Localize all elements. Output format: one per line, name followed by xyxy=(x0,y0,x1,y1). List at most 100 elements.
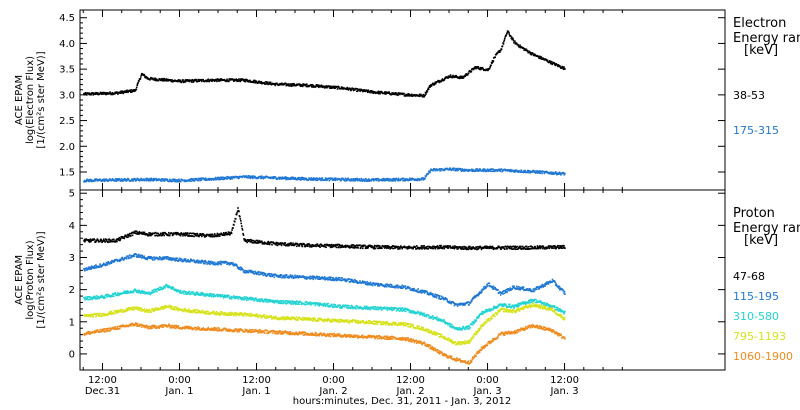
electron-point xyxy=(346,87,349,90)
proton-point xyxy=(181,233,184,235)
proton-point xyxy=(507,289,509,291)
electron-point xyxy=(372,178,375,180)
electron-point xyxy=(520,171,522,173)
electron-point xyxy=(260,82,262,84)
proton-point xyxy=(470,248,473,250)
proton-point xyxy=(428,245,430,248)
proton-point xyxy=(483,247,485,249)
electron-point xyxy=(367,178,370,180)
electron-point xyxy=(345,178,347,180)
proton-point xyxy=(400,246,403,248)
electron-point xyxy=(477,66,480,68)
proton-point xyxy=(418,248,421,250)
proton-point xyxy=(555,247,557,250)
electron-point xyxy=(243,78,246,81)
proton-point xyxy=(450,302,452,305)
proton-point xyxy=(262,301,265,303)
proton-point xyxy=(92,296,94,298)
proton-point xyxy=(465,247,468,249)
proton-point xyxy=(151,233,154,236)
electron-point xyxy=(107,92,109,94)
electron-point xyxy=(294,176,297,179)
electron-point xyxy=(126,179,128,182)
proton-point xyxy=(388,285,390,288)
proton-point xyxy=(96,239,98,242)
proton-point xyxy=(141,254,143,257)
electron-point xyxy=(317,86,320,89)
electron-point xyxy=(291,176,293,179)
electron-point xyxy=(167,78,169,81)
proton-point xyxy=(389,285,391,288)
electron-point xyxy=(194,78,197,81)
proton-point xyxy=(251,270,253,272)
electron-point xyxy=(470,169,473,172)
proton-point xyxy=(247,239,249,241)
electron-point xyxy=(480,68,482,71)
proton-point xyxy=(213,293,215,296)
electron-ytick-label: 2.5 xyxy=(59,116,75,127)
proton-point xyxy=(111,259,113,262)
electron-point xyxy=(512,39,515,42)
proton-point xyxy=(155,234,158,237)
proton-point xyxy=(237,298,240,300)
proton-point xyxy=(117,238,119,240)
electron-point xyxy=(202,79,204,81)
electron-point xyxy=(178,79,180,81)
proton-point xyxy=(348,305,350,307)
proton-point xyxy=(90,240,92,243)
proton-point xyxy=(367,246,369,248)
electron-point xyxy=(438,81,441,84)
electron-point xyxy=(94,180,97,182)
proton-point xyxy=(497,289,499,291)
proton-point xyxy=(371,282,374,285)
proton-point xyxy=(102,296,104,298)
electron-point xyxy=(525,49,527,52)
electron-point xyxy=(392,179,394,181)
electron-point xyxy=(124,178,127,180)
electron-point xyxy=(503,40,505,43)
proton-point xyxy=(471,300,473,302)
proton-point xyxy=(198,235,200,238)
proton-point xyxy=(284,244,287,247)
electron-point xyxy=(301,177,304,179)
electron-point xyxy=(273,177,275,179)
proton-point xyxy=(334,244,336,247)
proton-point xyxy=(155,289,158,291)
electron-point xyxy=(162,80,164,82)
electron-point xyxy=(512,169,515,172)
electron-point xyxy=(312,84,314,87)
electron-point xyxy=(318,84,320,87)
proton-point xyxy=(240,222,242,225)
proton-point xyxy=(211,263,214,265)
proton-point xyxy=(270,241,273,243)
proton-point xyxy=(329,279,332,281)
proton-point xyxy=(146,233,149,236)
proton-point xyxy=(345,306,348,309)
proton-point xyxy=(218,233,220,236)
proton-point xyxy=(226,233,228,236)
electron-point xyxy=(265,83,267,85)
electron-point xyxy=(316,179,319,182)
proton-point xyxy=(217,263,220,265)
proton-point xyxy=(234,295,237,298)
proton-point xyxy=(96,297,99,300)
electron-point xyxy=(400,178,403,181)
proton-point xyxy=(199,260,202,263)
electron-point xyxy=(89,178,91,181)
proton-point xyxy=(541,285,543,288)
electron-point xyxy=(226,78,228,81)
proton-point xyxy=(125,258,128,260)
electron-point xyxy=(166,178,169,181)
proton-point xyxy=(185,258,187,260)
proton-point xyxy=(549,281,551,284)
proton-point xyxy=(511,285,514,288)
proton-point xyxy=(87,239,89,241)
electron-point xyxy=(223,178,226,180)
proton-point xyxy=(95,265,98,268)
proton-point xyxy=(454,245,456,247)
proton-point xyxy=(178,289,180,292)
electron-point xyxy=(220,177,223,180)
proton-point xyxy=(384,245,386,247)
proton-point xyxy=(103,295,106,298)
proton-point xyxy=(296,303,299,305)
